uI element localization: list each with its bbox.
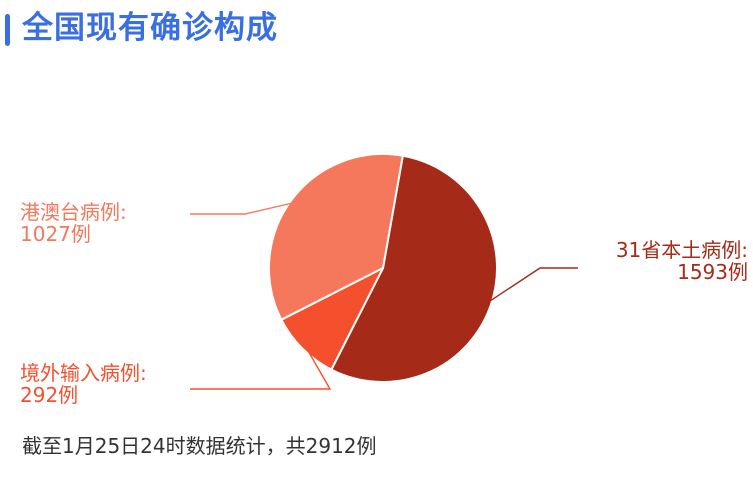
chart-title: 全国现有确诊构成 xyxy=(22,10,278,46)
slice-label: 港澳台病例: 1027例 xyxy=(20,200,127,246)
title-accent-bar xyxy=(5,14,10,46)
slice-label-name: 境外输入病例: xyxy=(20,361,147,385)
slice-label: 境外输入病例: 292例 xyxy=(20,361,147,407)
leader-line xyxy=(190,201,295,215)
slice-label: 31省本土病例: 1593例 xyxy=(616,238,748,284)
pie-slice xyxy=(268,153,404,321)
pie-slice xyxy=(330,154,498,383)
slice-label-value: 292例 xyxy=(20,383,78,407)
slice-label-value: 1593例 xyxy=(677,260,748,284)
chart-footnote: 截至1月25日24时数据统计，共2912例 xyxy=(22,434,377,458)
pie-slice xyxy=(280,267,384,371)
slice-label-name: 31省本土病例: xyxy=(616,238,748,262)
leader-line xyxy=(190,345,332,390)
leader-line xyxy=(486,267,578,304)
slice-label-name: 港澳台病例: xyxy=(20,200,127,224)
slice-label-value: 1027例 xyxy=(20,222,91,246)
